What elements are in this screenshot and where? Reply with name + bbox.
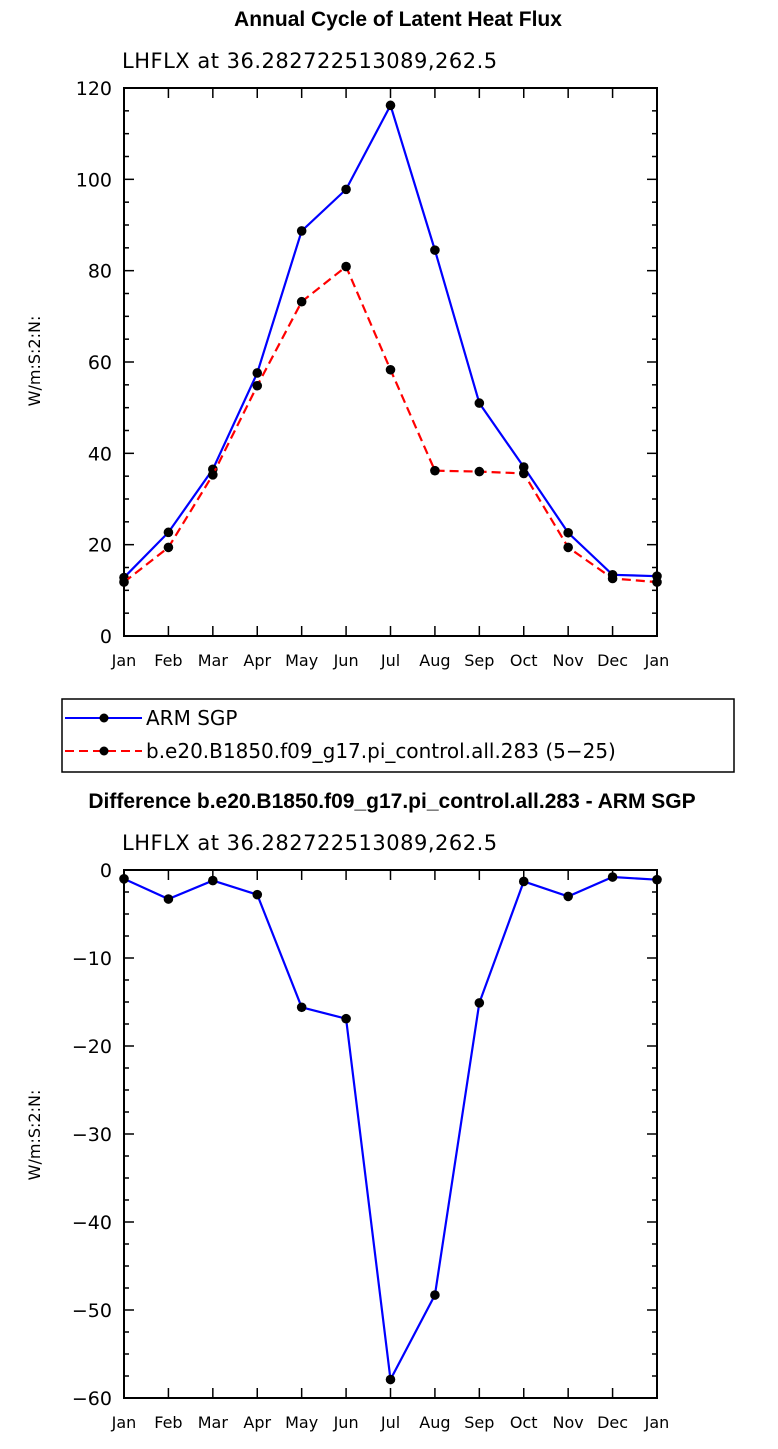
bottom-chart-xtick-label: Feb — [154, 1413, 182, 1432]
top-chart-xtick-label: Mar — [198, 651, 229, 670]
top-chart-xtick-label: May — [285, 651, 318, 670]
bottom-chart-series-0-point — [163, 894, 174, 904]
bottom-chart-ytick-label: −10 — [72, 948, 112, 970]
legend-marker-arm — [99, 713, 109, 723]
top-chart-y-axis: 0 20 40 60 80 100 120 — [76, 78, 657, 648]
bottom-chart-series-0-point — [385, 1374, 396, 1385]
top-chart-series-line-0 — [123, 102, 658, 579]
top-chart-series-0-point — [430, 245, 440, 255]
top-chart-xtick-label: Dec — [597, 651, 628, 670]
bottom-chart-xtick-label: May — [285, 1413, 318, 1432]
top-chart-xtick-label: Aug — [419, 651, 450, 670]
top-chart-xtick-label: Jun — [333, 651, 359, 670]
top-chart-series-0-point — [252, 368, 263, 378]
top-chart-series-1-point — [163, 542, 174, 553]
legend-marker-model — [99, 746, 109, 756]
top-chart-xtick-label: Jan — [644, 651, 670, 670]
bottom-chart-xtick-label: Apr — [243, 1413, 271, 1432]
bottom-chart-xtick-label: Mar — [198, 1413, 229, 1432]
legend-label-model: b.e20.B1850.f09_g17.pi_control.all.283 (… — [146, 739, 616, 763]
top-chart-title: Annual Cycle of Latent Heat Flux — [234, 8, 562, 31]
bottom-chart-xtick-label: Nov — [553, 1413, 584, 1432]
top-chart-series-1-point — [296, 296, 307, 307]
top-chart-series — [119, 100, 662, 587]
legend-box — [61, 698, 735, 773]
top-chart-series-1-point — [341, 261, 351, 272]
top-chart-series-1-point — [518, 468, 529, 479]
top-chart-xtick-label: Jan — [111, 651, 137, 670]
bottom-chart-ytick-label: −50 — [72, 1300, 112, 1322]
top-chart-series-1-point — [119, 577, 129, 587]
top-chart-series-1-point — [474, 466, 485, 477]
top-chart-series-1-point — [652, 577, 662, 587]
bottom-chart-ytick-label: −30 — [72, 1124, 112, 1146]
bottom-chart-ytick-label: −40 — [72, 1212, 112, 1234]
top-chart-series-1-point — [430, 465, 440, 476]
bottom-chart-xtick-label: Sep — [464, 1413, 494, 1432]
top-chart-series-0-point — [385, 100, 396, 111]
bottom-chart-xtick-label: Dec — [597, 1413, 628, 1432]
bottom-chart-series-0-point — [252, 889, 263, 900]
bottom-chart-series-0-point — [430, 1290, 440, 1300]
bottom-chart-xtick-label: Aug — [419, 1413, 450, 1432]
top-chart-series-1-point — [208, 469, 218, 480]
bottom-chart-title: Difference b.e20.B1850.f09_g17.pi_contro… — [88, 790, 695, 813]
legend-label-arm: ARM SGP — [146, 706, 237, 730]
top-chart-ytick-label: 60 — [88, 352, 112, 374]
top-chart-ytick-label: 0 — [100, 626, 112, 648]
top-chart-series-1-point — [563, 542, 573, 553]
bottom-chart-series-0-point — [208, 875, 218, 886]
bottom-chart-xtick-label: Jun — [333, 1413, 359, 1432]
bottom-chart: Difference b.e20.B1850.f09_g17.pi_contro… — [25, 790, 696, 1432]
top-chart-xtick-label: Sep — [464, 651, 494, 670]
bottom-chart-series-0-point — [518, 876, 529, 887]
top-chart-ytick-label: 120 — [76, 78, 112, 100]
top-chart-ytick-label: 20 — [88, 535, 112, 557]
bottom-chart-xtick-label: Oct — [510, 1413, 538, 1432]
top-chart-series-0-point — [563, 527, 573, 538]
top-chart-series-0-point — [163, 527, 174, 538]
top-chart-series-line-1 — [123, 264, 658, 584]
bottom-chart-y-axis: 0 −10 −20 −30 −40 −50 −60 — [72, 860, 657, 1410]
top-chart-xtick-label: Jul — [380, 651, 400, 670]
bottom-chart-ytick-label: 0 — [100, 860, 112, 882]
bottom-chart-series-0-point — [341, 1013, 351, 1024]
bottom-chart-series-0-point — [652, 874, 662, 885]
top-chart-series-1-point — [252, 380, 263, 391]
bottom-chart-ylabel: W/m:S:2:N: — [25, 1090, 44, 1181]
bottom-chart-xtick-label: Jan — [644, 1413, 670, 1432]
top-chart-subtitle: LHFLX at 36.282722513089,262.5 — [122, 49, 498, 73]
top-chart-xtick-label: Nov — [553, 651, 584, 670]
top-chart-xtick-label: Oct — [510, 651, 538, 670]
bottom-chart-xtick-label: Jul — [380, 1413, 400, 1432]
bottom-chart-frame — [123, 869, 658, 1399]
legend: ARM SGP b.e20.B1850.f09_g17.pi_control.a… — [61, 698, 735, 773]
bottom-chart-series-0-point — [474, 998, 485, 1008]
bottom-chart-series-0-point — [119, 874, 129, 884]
bottom-chart-series-line-0 — [123, 875, 658, 1384]
top-chart-series-0-point — [474, 398, 485, 408]
top-chart-series-0-point — [296, 226, 307, 236]
top-chart: Annual Cycle of Latent Heat Flux LHFLX a… — [25, 8, 669, 670]
bottom-chart-series-0-point — [563, 891, 573, 902]
bottom-chart-xtick-label: Jan — [111, 1413, 137, 1432]
bottom-chart-ytick-label: −20 — [72, 1036, 112, 1058]
top-chart-ytick-label: 80 — [88, 261, 112, 283]
bottom-chart-x-axis: Jan Feb Mar Apr May Jun Jul Aug Sep Oct Nov Dec Jan — [111, 870, 670, 1432]
bottom-chart-series — [119, 872, 662, 1385]
top-chart-ytick-label: 40 — [88, 443, 112, 465]
top-chart-series-0-point — [341, 184, 351, 195]
bottom-chart-ytick-label: −60 — [72, 1388, 112, 1410]
top-chart-series-1-point — [385, 364, 396, 375]
bottom-chart-subtitle: LHFLX at 36.282722513089,262.5 — [122, 831, 498, 855]
top-chart-ytick-label: 100 — [76, 169, 112, 191]
top-chart-ylabel: W/m:S:2:N: — [25, 316, 44, 407]
top-chart-xtick-label: Apr — [243, 651, 271, 670]
bottom-chart-series-0-point — [296, 1002, 307, 1013]
top-chart-series-1-point — [607, 573, 618, 584]
top-chart-xtick-label: Feb — [154, 651, 182, 670]
top-chart-x-axis: Jan Feb Mar Apr May Jun Jul Aug Sep Oct Nov Dec Jan — [111, 88, 670, 670]
bottom-chart-series-0-point — [607, 872, 618, 882]
